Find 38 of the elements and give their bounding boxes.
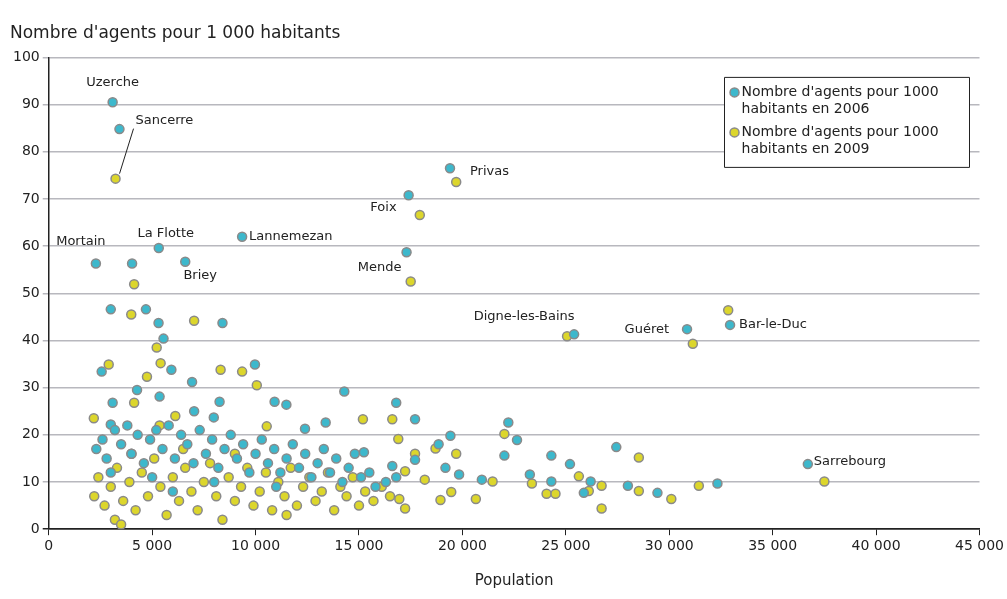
y-tick-label: 100 <box>12 48 40 65</box>
annotation: Sancerre <box>135 112 194 128</box>
x-tick-label: 10 000 <box>231 537 281 554</box>
x-tick-label: 5 000 <box>132 537 173 554</box>
annotation: Guéret <box>624 320 670 336</box>
x-tick-label: 45 000 <box>955 537 1005 554</box>
y-tick-label: 30 <box>21 378 40 395</box>
y-tick-label: 60 <box>21 236 40 253</box>
annotation: Uzerche <box>86 73 140 89</box>
y-tick-label: 80 <box>21 142 40 159</box>
annotation: Sarrebourg <box>813 453 887 469</box>
chart-title: Nombre d'agents pour 1 000 habitants <box>10 21 341 42</box>
x-tick-label: 15 000 <box>334 537 384 554</box>
x-tick-label: 40 000 <box>851 537 901 554</box>
annotation: Mortain <box>56 232 106 248</box>
annotation: Mende <box>357 258 402 274</box>
legend-label: Nombre d'agents pour 1000 habitants en 2006 <box>741 83 939 117</box>
annotation: Privas <box>469 162 510 178</box>
x-tick-label: 25 000 <box>541 537 591 554</box>
y-tick-label: 10 <box>21 472 40 489</box>
annotation: Foix <box>370 198 397 214</box>
legend-label: Nombre d'agents pour 1000 habitants en 2009 <box>741 123 939 157</box>
annotation: La Flotte <box>137 225 195 241</box>
y-tick-label: 40 <box>21 331 40 348</box>
y-tick-label: 70 <box>21 189 40 206</box>
y-tick-label: 90 <box>21 95 40 112</box>
annotation: Bar-le-Duc <box>739 316 807 332</box>
annotation: Briey <box>183 267 218 283</box>
annotation: Lannemezan <box>249 228 333 244</box>
x-axis-title: Population <box>474 570 554 589</box>
x-tick-label: 20 000 <box>437 537 487 554</box>
y-tick-label: 50 <box>21 283 40 300</box>
x-tick-label: 0 <box>44 537 54 554</box>
y-tick-label: 0 <box>30 519 40 536</box>
x-tick-label: 35 000 <box>748 537 798 554</box>
annotation: Digne-les-Bains <box>473 307 575 323</box>
x-tick-label: 30 000 <box>644 537 694 554</box>
y-tick-label: 20 <box>21 425 40 442</box>
